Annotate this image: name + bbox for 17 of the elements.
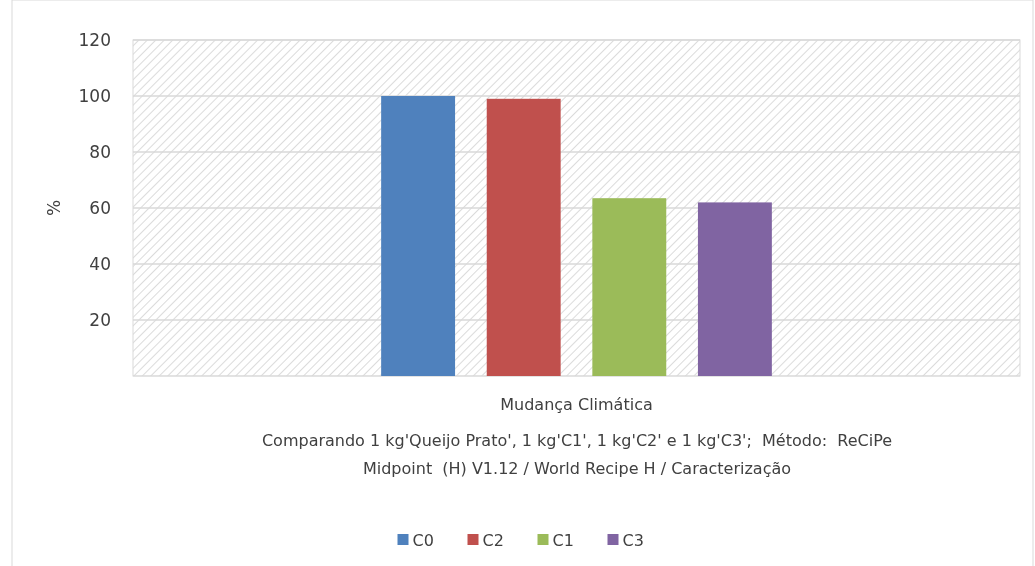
- y-tick-label: 60: [89, 197, 111, 218]
- bar: [381, 96, 456, 376]
- legend-label: C3: [622, 530, 644, 550]
- y-axis-title: %: [44, 199, 64, 217]
- y-tick-label: 100: [78, 85, 111, 106]
- x-axis-title: Comparando 1 kg'Queijo Prato', 1 kg'C1', 1 kg'C2' e 1 kg'C3'; Método: ReCiPe Midpoint (H) V1.12 / World Recipe H / Caracterização: [261, 431, 893, 478]
- y-tick-label: 20: [89, 309, 111, 330]
- x-tick-label: Mudança Climática: [500, 395, 653, 414]
- y-tick-label: 120: [78, 29, 111, 50]
- legend-label: C2: [482, 530, 504, 550]
- y-tick-label: 40: [89, 253, 111, 274]
- legend-label: C1: [552, 530, 574, 550]
- bar: [592, 198, 667, 376]
- bar: [697, 202, 772, 376]
- bar: [486, 98, 561, 376]
- y-tick-label: 80: [89, 141, 111, 162]
- legend-label: C0: [412, 530, 434, 550]
